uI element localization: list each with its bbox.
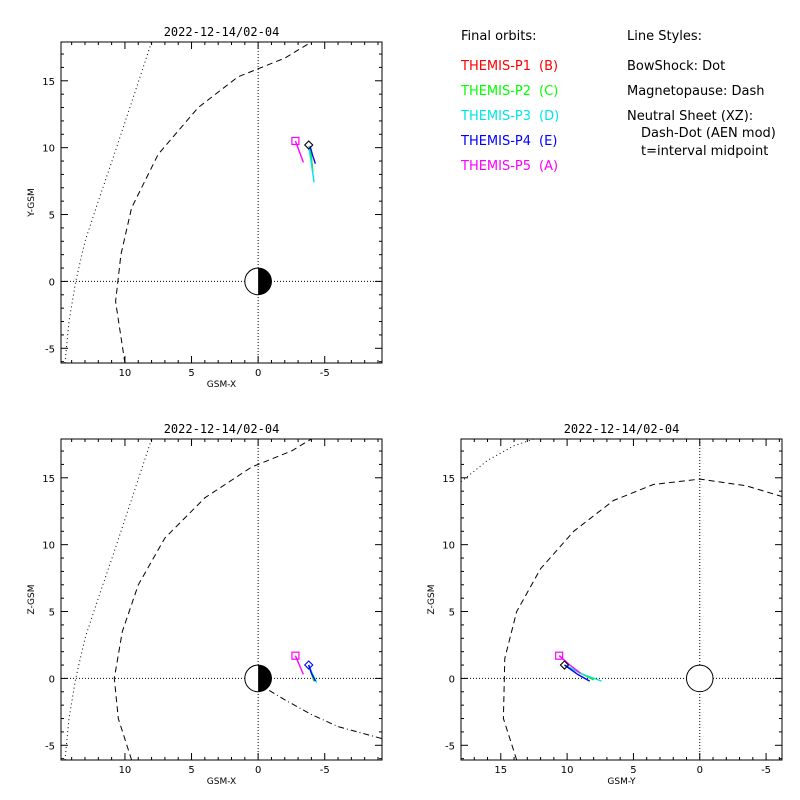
legend-probe-code: (D) xyxy=(539,109,559,124)
plot-frame xyxy=(460,438,783,761)
start-square-marker xyxy=(291,651,300,660)
x-tick-label: 5 xyxy=(188,368,194,379)
themis-p3-line xyxy=(308,146,315,183)
y-tick-label: 0 xyxy=(49,277,55,288)
earth-night-side xyxy=(258,268,272,295)
neutral-sheet-line xyxy=(257,683,382,740)
y-tick-label: 5 xyxy=(49,608,55,619)
plot-frame xyxy=(60,41,383,364)
series-group xyxy=(64,42,317,363)
x-tick-label: 0 xyxy=(255,368,261,379)
y-tick-label: 15 xyxy=(42,474,55,485)
x-tick-label: 10 xyxy=(119,368,132,379)
legend-probe-p5: THEMIS-P5 (A) xyxy=(460,159,558,174)
bowshock-line xyxy=(64,439,153,760)
legend-probe-p2: THEMIS-P2 (C) xyxy=(460,84,558,99)
y-tick-label: 5 xyxy=(449,608,455,619)
legend-probe-label: THEMIS-P4 xyxy=(460,134,531,149)
y-axis-label: Z-GSM xyxy=(27,584,37,614)
legend-probe-code: (A) xyxy=(539,159,558,174)
legend-probe-label: THEMIS-P1 xyxy=(460,59,531,74)
legend-probe-label: THEMIS-P3 xyxy=(460,109,531,124)
legend-style-neutral-sheet: Neutral Sheet (XZ): xyxy=(627,109,753,124)
y-tick-label: -5 xyxy=(45,344,55,355)
end-diamond-marker xyxy=(559,660,570,670)
y-axis-label: Y-GSM xyxy=(27,188,37,217)
y-tick-label: -5 xyxy=(445,741,455,752)
y-tick-label: 15 xyxy=(442,474,455,485)
y-tick-label: 10 xyxy=(442,541,455,552)
x-tick-label: 10 xyxy=(561,765,574,776)
x-tick-label: 0 xyxy=(255,765,261,776)
y-tick-label: 10 xyxy=(42,144,55,155)
end-diamond-marker xyxy=(303,660,314,670)
themis-p3-line xyxy=(564,664,602,682)
y-axis-label: Z-GSM xyxy=(427,584,437,614)
x-tick-label: 0 xyxy=(697,765,703,776)
legend: Final orbits: THEMIS-P1 (B) THEMIS-P2 (C) … xyxy=(460,29,776,174)
y-tick-label: 15 xyxy=(42,77,55,88)
legend-probe-code: (B) xyxy=(539,59,558,74)
earth-circle xyxy=(685,664,714,693)
x-tick-label: -5 xyxy=(320,765,330,776)
end-diamond-marker xyxy=(303,140,314,150)
legend-style-bowshock: BowShock: Dot xyxy=(627,59,725,74)
plot-title: 2022-12-14/02-04 xyxy=(564,422,680,436)
legend-probe-label: THEMIS-P5 xyxy=(460,159,531,174)
y-tick-label: 0 xyxy=(49,674,55,685)
y-tick-label: -5 xyxy=(45,741,55,752)
themis-p4-line xyxy=(309,146,317,164)
bowshock-line xyxy=(64,42,153,363)
xz-orbit-panel: 2022-12-14/02-04 10 5 0 -5 GSM-X -5 0 5 10 15 Z-GSM xyxy=(27,422,383,787)
legend-style-midpoint: t=interval midpoint xyxy=(641,144,768,159)
y-tick-label: 5 xyxy=(49,211,55,222)
legend-probe-code: (E) xyxy=(539,134,557,149)
x-tick-label: 5 xyxy=(188,765,194,776)
plot-title: 2022-12-14/02-04 xyxy=(164,25,280,39)
plot-frame xyxy=(60,438,383,761)
bowshock-line xyxy=(461,439,535,483)
xy-orbit-panel: 2022-12-14/02-04 10 5 0 -5 GSM-X -5 0 5 10 15 Y-GSM xyxy=(27,25,383,390)
x-tick-label: -5 xyxy=(761,765,771,776)
legend-orbits-title: Final orbits: xyxy=(461,29,537,44)
x-tick-label: 10 xyxy=(119,765,132,776)
legend-style-dashdot: Dash-Dot (AEN mod) xyxy=(641,126,776,141)
legend-probe-p3: THEMIS-P3 (D) xyxy=(460,109,559,124)
magnetopause-line xyxy=(115,42,312,363)
start-square-marker xyxy=(291,136,300,146)
x-axis-label: GSM-X xyxy=(207,777,236,787)
x-axis-label: GSM-X xyxy=(207,380,236,390)
magnetopause-line xyxy=(113,439,312,760)
legend-probe-p4: THEMIS-P4 (E) xyxy=(460,134,557,149)
start-square-marker xyxy=(555,651,564,660)
legend-probe-code: (C) xyxy=(539,84,558,99)
y-tick-label: 0 xyxy=(449,674,455,685)
series-group xyxy=(64,439,382,760)
y-tick-label: 10 xyxy=(42,541,55,552)
x-tick-label: -5 xyxy=(320,368,330,379)
legend-probe-p1: THEMIS-P1 (B) xyxy=(460,59,558,74)
plot-title: 2022-12-14/02-04 xyxy=(164,422,280,436)
x-tick-label: 15 xyxy=(494,765,507,776)
themis-p4-line xyxy=(564,664,591,682)
yz-orbit-panel: 2022-12-14/02-04 15 10 5 0 -5 GSM-Y -5 0 5 10 15 Z-G… xyxy=(427,422,783,787)
magnetopause-line xyxy=(502,478,782,760)
legend-style-magnetopause: Magnetopause: Dash xyxy=(627,84,764,99)
legend-probe-label: THEMIS-P2 xyxy=(460,84,531,99)
earth-night-side xyxy=(258,665,272,692)
legend-styles-title: Line Styles: xyxy=(627,29,702,44)
series-group xyxy=(461,439,782,760)
x-tick-label: 5 xyxy=(630,765,636,776)
x-axis-label: GSM-Y xyxy=(607,777,636,787)
